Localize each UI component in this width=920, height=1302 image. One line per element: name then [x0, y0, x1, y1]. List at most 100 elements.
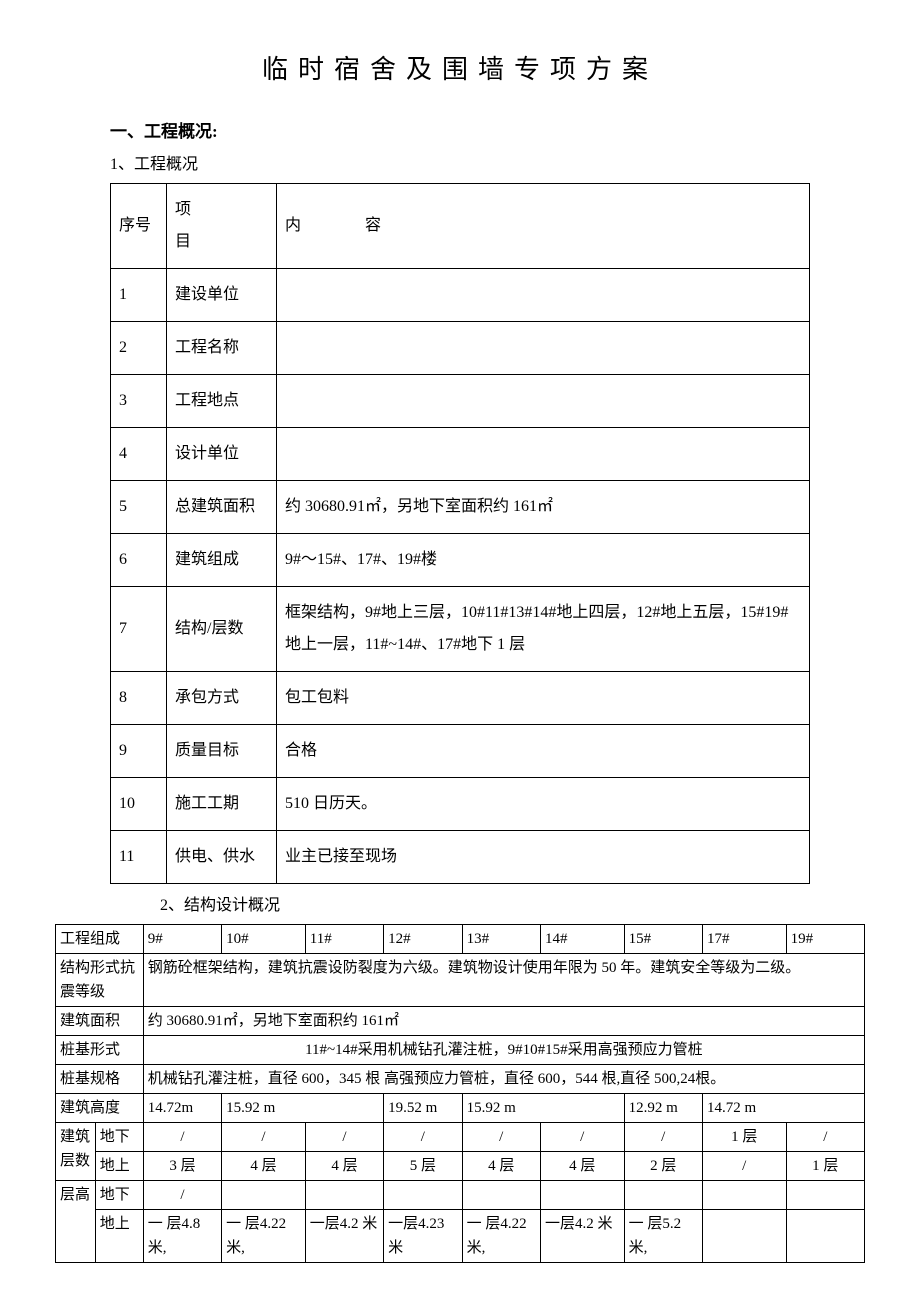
floors-over-c: 5 层: [384, 1151, 462, 1180]
table-row: 建筑高度 14.72m 15.92 m 19.52 m 15.92 m 12.9…: [56, 1093, 865, 1122]
header-num: 序号: [111, 183, 167, 268]
cell-num: 5: [111, 480, 167, 533]
table-row: 工程组成 9# 10# 11# 12# 13# 14# 15# 17# 19#: [56, 924, 865, 953]
floors-under-c: /: [786, 1122, 864, 1151]
cell-num: 8: [111, 671, 167, 724]
height-4: 15.92 m: [462, 1093, 624, 1122]
header-b17: 17#: [702, 924, 786, 953]
storeyh-under-c: [462, 1180, 540, 1209]
storeyh-over-c: 一 层4.22 米,: [462, 1209, 540, 1262]
cell-item: 供电、供水: [167, 830, 277, 883]
height-6: 14.72 m: [702, 1093, 864, 1122]
table-row: 桩基形式 11#~14#采用机械钻孔灌注桩，9#10#15#采用高强预应力管桩: [56, 1035, 865, 1064]
storeyh-under-c: [384, 1180, 462, 1209]
floors-under-c: /: [384, 1122, 462, 1151]
storeyh-under-c: [702, 1180, 786, 1209]
table-row: 地上 一 层4.8 米, 一 层4.22 米, 一层4.2 米 一层4.23 米…: [56, 1209, 865, 1262]
cell-content: 业主已接至现场: [277, 830, 810, 883]
height-label: 建筑高度: [56, 1093, 144, 1122]
storeyh-over-c: 一 层4.8 米,: [143, 1209, 221, 1262]
floors-over-c: 4 层: [305, 1151, 383, 1180]
floors-under-c: /: [305, 1122, 383, 1151]
storeyh-over-c: [786, 1209, 864, 1262]
cell-num: 7: [111, 586, 167, 671]
header-b14: 14#: [540, 924, 624, 953]
pilespec-value: 机械钻孔灌注桩，直径 600，345 根 高强预应力管桩，直径 600，544 …: [143, 1064, 864, 1093]
cell-num: 10: [111, 777, 167, 830]
header-b10: 10#: [222, 924, 306, 953]
header-label: 工程组成: [56, 924, 144, 953]
table-row: 建筑面积 约 30680.91㎡，另地下室面积约 161㎡: [56, 1006, 865, 1035]
storeyh-label: 层高: [56, 1180, 96, 1262]
table-row: 5总建筑面积约 30680.91㎡，另地下室面积约 161㎡: [111, 480, 810, 533]
structure-design-table: 工程组成 9# 10# 11# 12# 13# 14# 15# 17# 19# …: [55, 924, 865, 1263]
storeyh-over-c: 一层4.2 米: [540, 1209, 624, 1262]
cell-item: 施工工期: [167, 777, 277, 830]
storeyh-under-c: [786, 1180, 864, 1209]
floors-under-c: /: [462, 1122, 540, 1151]
table-row: 3工程地点: [111, 374, 810, 427]
cell-item: 工程名称: [167, 321, 277, 374]
table-row: 桩基规格 机械钻孔灌注桩，直径 600，345 根 高强预应力管桩，直径 600…: [56, 1064, 865, 1093]
header-b19: 19#: [786, 924, 864, 953]
header-b11: 11#: [305, 924, 383, 953]
cell-content: [277, 268, 810, 321]
cell-num: 4: [111, 427, 167, 480]
table-row: 地上 3 层 4 层 4 层 5 层 4 层 4 层 2 层 / 1 层: [56, 1151, 865, 1180]
floors-under-c: /: [143, 1122, 221, 1151]
cell-num: 3: [111, 374, 167, 427]
struct-label: 结构形式抗震等级: [56, 953, 144, 1006]
floors-under-c: 1 层: [702, 1122, 786, 1151]
cell-num: 11: [111, 830, 167, 883]
cell-item: 建设单位: [167, 268, 277, 321]
floors-under-c: /: [222, 1122, 306, 1151]
storeyh-under-label: 地下: [95, 1180, 143, 1209]
storeyh-over-c: 一 层5.2 米,: [624, 1209, 702, 1262]
cell-content: 框架结构，9#地上三层，10#11#13#14#地上四层，12#地上五层，15#…: [277, 586, 810, 671]
cell-content: 包工包料: [277, 671, 810, 724]
table-row: 2工程名称: [111, 321, 810, 374]
pileform-value: 11#~14#采用机械钻孔灌注桩，9#10#15#采用高强预应力管桩: [143, 1035, 864, 1064]
floors-under-label: 地下: [95, 1122, 143, 1151]
cell-content: 510 日历天。: [277, 777, 810, 830]
height-2: 15.92 m: [222, 1093, 384, 1122]
storeyh-over-label: 地上: [95, 1209, 143, 1262]
header-b12: 12#: [384, 924, 462, 953]
floors-over-c: 4 层: [540, 1151, 624, 1180]
storeyh-under-c: [305, 1180, 383, 1209]
header-content: 内 容: [277, 183, 810, 268]
cell-item: 建筑组成: [167, 533, 277, 586]
storeyh-over-c: 一层4.2 米: [305, 1209, 383, 1262]
floors-over-c: /: [702, 1151, 786, 1180]
table-row: 层高 地下 /: [56, 1180, 865, 1209]
header-b13: 13#: [462, 924, 540, 953]
cell-num: 2: [111, 321, 167, 374]
floors-over-c: 4 层: [462, 1151, 540, 1180]
table-row: 1建设单位: [111, 268, 810, 321]
cell-item: 总建筑面积: [167, 480, 277, 533]
cell-content: 约 30680.91㎡，另地下室面积约 161㎡: [277, 480, 810, 533]
cell-content: 合格: [277, 724, 810, 777]
cell-num: 9: [111, 724, 167, 777]
cell-num: 6: [111, 533, 167, 586]
floors-under-c: /: [540, 1122, 624, 1151]
floors-over-c: 3 层: [143, 1151, 221, 1180]
cell-num: 1: [111, 268, 167, 321]
floors-over-label: 地上: [95, 1151, 143, 1180]
sub-header-2: 2、结构设计概况: [160, 894, 810, 918]
height-3: 19.52 m: [384, 1093, 462, 1122]
page-title: 临时宿舍及围墙专项方案: [110, 50, 810, 89]
storeyh-under-c: [624, 1180, 702, 1209]
table-row: 4设计单位: [111, 427, 810, 480]
area-label: 建筑面积: [56, 1006, 144, 1035]
header-item: 项 目: [167, 183, 277, 268]
floors-over-c: 4 层: [222, 1151, 306, 1180]
floors-over-c: 2 层: [624, 1151, 702, 1180]
table-row: 10施工工期510 日历天。: [111, 777, 810, 830]
header-b9: 9#: [143, 924, 221, 953]
pileform-label: 桩基形式: [56, 1035, 144, 1064]
table-row: 6建筑组成9#～15#、17#、19#楼: [111, 533, 810, 586]
table-row: 9质量目标合格: [111, 724, 810, 777]
height-1: 14.72m: [143, 1093, 221, 1122]
storeyh-over-c: 一 层4.22 米,: [222, 1209, 306, 1262]
